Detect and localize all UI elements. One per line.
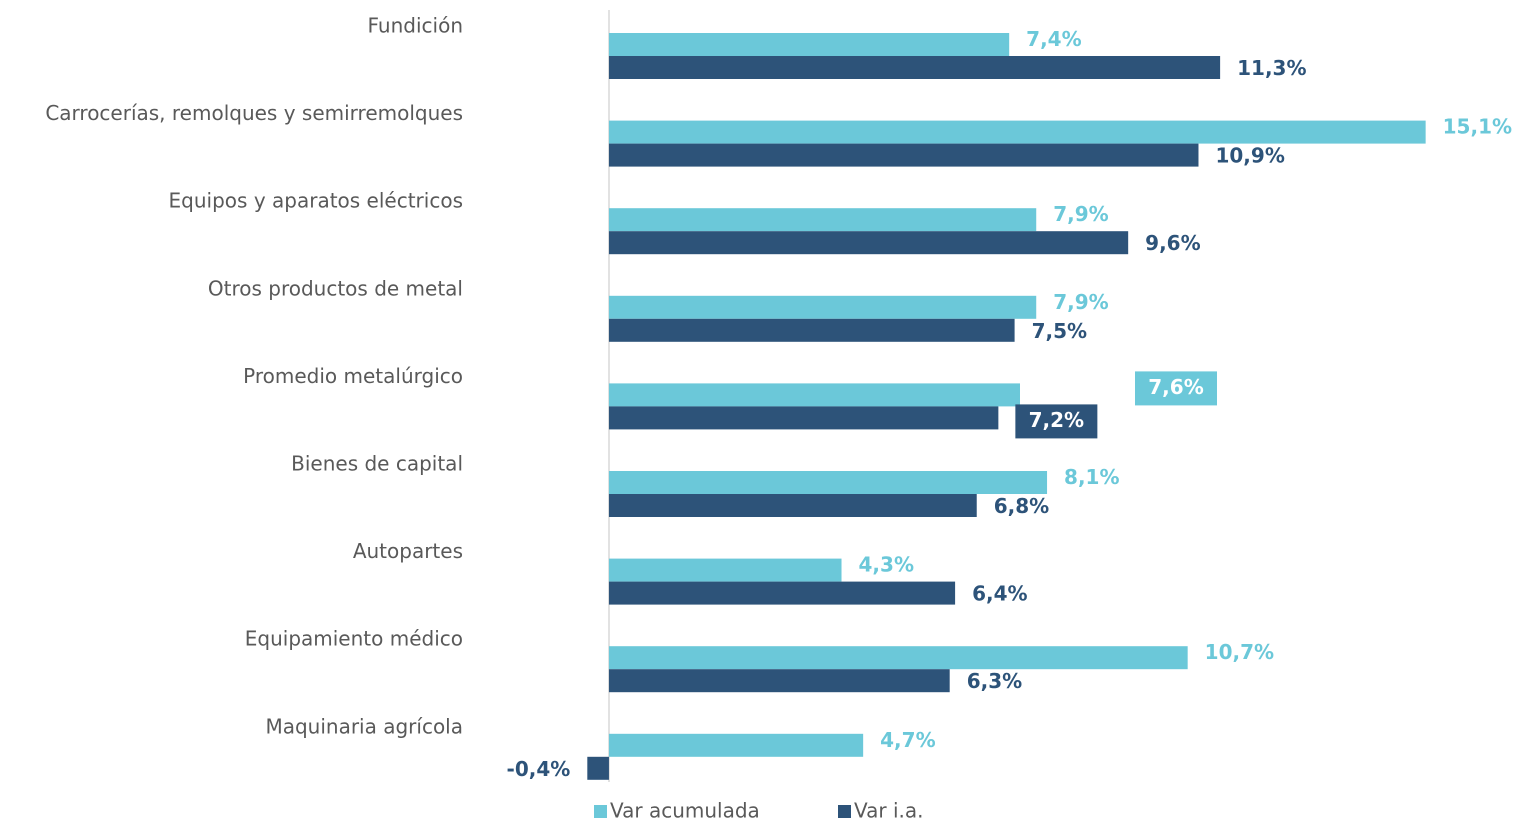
bar — [608, 231, 1129, 255]
value-label: 7,9% — [1053, 202, 1108, 226]
value-label: 7,5% — [1032, 319, 1087, 343]
label-box — [1135, 371, 1217, 406]
category-label: Fundición — [368, 14, 463, 38]
value-label: 10,7% — [1205, 640, 1274, 664]
category-label: Equipos y aparatos eléctricos — [169, 189, 463, 213]
bar — [608, 669, 950, 693]
bar — [608, 120, 1426, 144]
legend-label: Var i.a. — [854, 799, 924, 823]
value-label: 7,2% — [1029, 408, 1084, 432]
bar — [608, 56, 1221, 79]
bar — [587, 756, 609, 780]
category-label: Autopartes — [353, 539, 463, 563]
bar — [608, 406, 999, 430]
bar — [608, 208, 1037, 232]
bar — [608, 733, 864, 757]
value-label: 4,7% — [880, 728, 935, 752]
value-label: 6,8% — [994, 494, 1049, 518]
value-label: 7,9% — [1053, 290, 1108, 314]
value-label: 9,6% — [1145, 231, 1200, 255]
legend-swatch — [838, 805, 851, 818]
bar — [608, 494, 977, 517]
label-box — [1015, 404, 1098, 439]
category-label: Otros productos de metal — [208, 276, 463, 300]
legend-label: Var acumulada — [610, 799, 760, 823]
value-label: 15,1% — [1443, 115, 1512, 139]
category-label: Maquinaria agrícola — [265, 714, 463, 738]
bar — [608, 33, 1010, 56]
bar — [608, 295, 1037, 319]
value-label: -0,4% — [507, 757, 571, 781]
bar — [608, 581, 956, 605]
value-label: 4,3% — [859, 553, 914, 577]
value-label: 11,3% — [1237, 56, 1306, 80]
bar — [608, 646, 1188, 670]
value-label: 6,4% — [972, 582, 1027, 606]
bar — [608, 383, 1020, 407]
legend-swatch — [594, 805, 607, 818]
value-label: 7,4% — [1026, 27, 1081, 51]
value-label: 7,6% — [1148, 375, 1203, 399]
category-label: Bienes de capital — [291, 452, 463, 476]
value-label: 8,1% — [1064, 465, 1119, 489]
bar — [608, 471, 1048, 494]
bar — [608, 558, 842, 582]
value-label: 6,3% — [967, 669, 1022, 693]
bar — [608, 143, 1199, 167]
category-label: Carrocerías, remolques y semirremolques — [45, 101, 463, 125]
category-label: Equipamiento médico — [245, 627, 463, 651]
bar — [608, 318, 1015, 342]
category-label: Promedio metalúrgico — [243, 364, 463, 388]
value-label: 10,9% — [1215, 144, 1284, 168]
